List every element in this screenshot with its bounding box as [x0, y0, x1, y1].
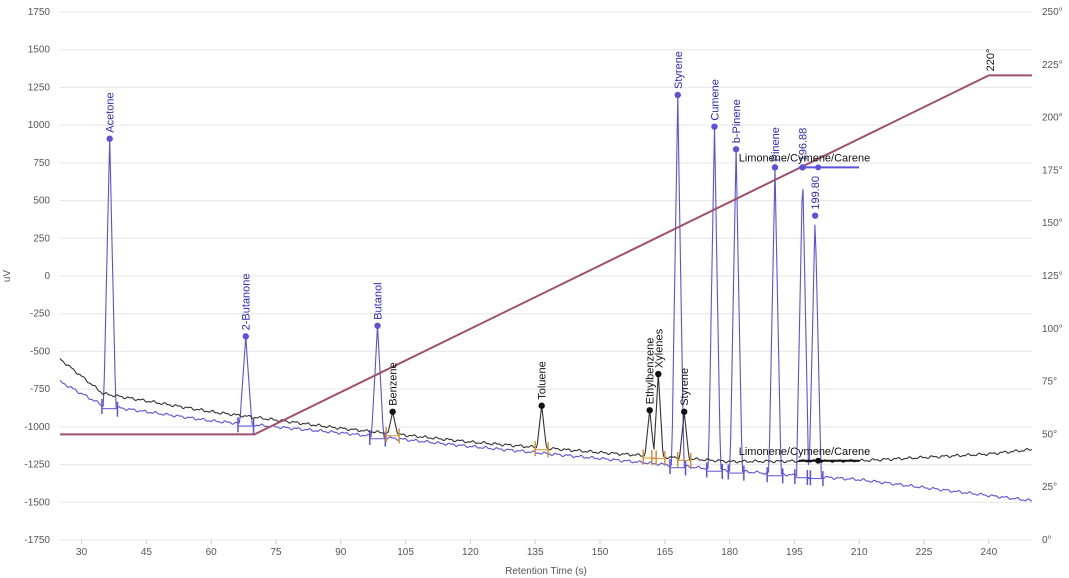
y-axis-title: uV — [2, 270, 13, 283]
peak-apex-point — [242, 333, 249, 340]
temperature-program-line — [60, 74, 1032, 436]
peak-apex-point — [674, 91, 681, 99]
y-tick-label: 1250 — [28, 82, 51, 93]
x-tick-label: 120 — [462, 547, 479, 558]
y-tick-label: -1500 — [24, 497, 50, 508]
chromatogram-trace-black — [59, 358, 1033, 464]
y2-tick-label: 175° — [1042, 165, 1063, 176]
peak-apex-point — [538, 402, 545, 409]
y2-tick-label: 25° — [1042, 482, 1057, 493]
peak-label: 2-Butanone — [241, 273, 253, 330]
peak-apex-point — [106, 135, 113, 142]
peak-apex-point — [771, 164, 779, 171]
peak-label: 199.80 — [810, 176, 822, 210]
y2-tick-label: 150° — [1042, 218, 1063, 229]
x-tick-label: 30 — [76, 547, 88, 558]
peak-label: Styrene — [679, 368, 691, 406]
peak-apex-point — [374, 322, 381, 329]
peak-apex-point — [732, 146, 740, 153]
x-tick-label: 90 — [335, 547, 347, 558]
x-tick-label: 225 — [916, 547, 933, 558]
y2-tick-label: 0° — [1042, 535, 1052, 546]
y-tick-label: -1250 — [24, 460, 50, 471]
peak-label: Toluene — [537, 361, 549, 400]
x-tick-label: 45 — [141, 547, 153, 558]
x-tick-label: 105 — [397, 547, 414, 558]
y2-tick-label: 50° — [1042, 429, 1057, 440]
peak-apex-point — [389, 408, 396, 415]
x-tick-label: 195 — [786, 547, 803, 558]
range-marker-point — [815, 164, 822, 171]
x-tick-label: 150 — [592, 547, 609, 558]
y-tick-label: 750 — [33, 158, 50, 169]
peak-apex-point — [811, 212, 819, 219]
x-tick-label: 180 — [721, 547, 738, 558]
y2-tick-label: 100° — [1042, 324, 1063, 335]
peak-label: Butanol — [373, 282, 385, 319]
peak-label: Benzene — [388, 362, 400, 405]
y-tick-label: -500 — [30, 346, 50, 357]
y-tick-label: 0 — [44, 271, 50, 282]
y-tick-label: -750 — [30, 384, 50, 395]
y-tick-label: 1000 — [28, 120, 51, 131]
range-marker-point — [815, 457, 822, 464]
y-tick-label: -1750 — [24, 535, 50, 546]
x-tick-label: 240 — [980, 547, 997, 558]
y-tick-label: -1000 — [24, 422, 50, 433]
x-tick-label: 165 — [656, 547, 673, 558]
y2-tick-label: 250° — [1042, 7, 1063, 18]
peak-apex-point — [655, 370, 662, 378]
y2-tick-label: 225° — [1042, 60, 1063, 71]
peak-label: Ethylbenzene — [645, 338, 657, 405]
temperature-annotation: 220° — [985, 49, 997, 72]
peak-label: 196.88 — [798, 128, 810, 162]
y-tick-label: -250 — [30, 309, 50, 320]
y-tick-label: 1750 — [28, 7, 51, 18]
x-tick-label: 75 — [270, 547, 282, 558]
peak-label: Pinene — [770, 127, 782, 161]
y2-tick-label: 200° — [1042, 113, 1063, 124]
peak-label: b-Pinene — [731, 99, 743, 143]
y-tick-label: 250 — [33, 233, 50, 244]
y-tick-label: 1500 — [28, 45, 51, 56]
range-marker-label: Limonene/Cymene/Carene — [739, 152, 870, 164]
peak-label: Xylenes — [653, 328, 665, 368]
chromatogram-trace-blue — [59, 94, 1033, 502]
peak-apex-point — [646, 407, 653, 414]
x-tick-label: 135 — [527, 547, 544, 558]
range-marker-label: Limonene/Cymene/Carene — [739, 446, 870, 458]
y2-tick-label: 75° — [1042, 377, 1057, 388]
peak-apex-point — [681, 408, 688, 415]
y-tick-label: 500 — [33, 196, 50, 207]
peak-label: Acetone — [105, 92, 117, 132]
peak-label: Styrene — [673, 51, 685, 89]
x-axis-title: Retention Time (s) — [505, 566, 587, 577]
x-tick-label: 60 — [206, 547, 218, 558]
y2-tick-label: 125° — [1042, 271, 1063, 282]
peak-label: Cumene — [709, 79, 721, 121]
peak-apex-point — [711, 123, 718, 130]
x-tick-label: 210 — [851, 547, 868, 558]
